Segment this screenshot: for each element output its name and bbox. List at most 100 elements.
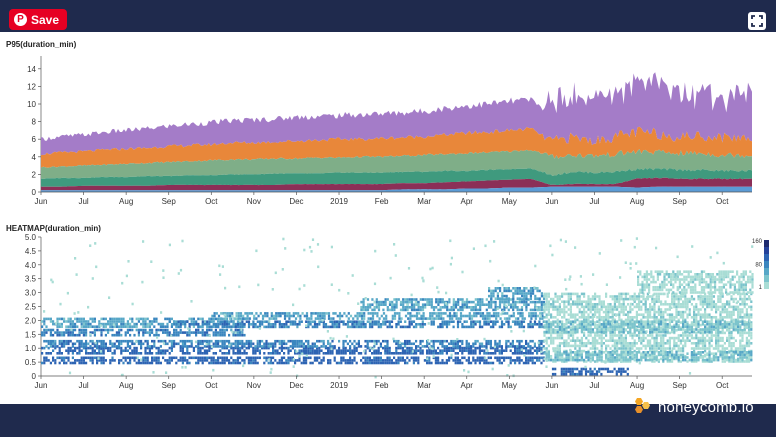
heatmap-cell: [547, 308, 550, 311]
heatmap-cell: [578, 310, 581, 314]
heatmap-cell: [675, 305, 678, 309]
heatmap-cell: [624, 328, 627, 331]
heatmap-cell: [587, 313, 590, 316]
heatmap-cell: [572, 336, 575, 340]
heatmap-cell: [221, 333, 224, 337]
heatmap-cell: [741, 329, 744, 332]
heatmap-cell: [576, 344, 579, 348]
heatmap-cell: [591, 372, 594, 376]
heatmap-cell: [452, 320, 455, 323]
heatmap-cell: [689, 275, 692, 279]
heatmap-cell: [432, 339, 435, 343]
heatmap-cell: [272, 361, 275, 365]
heatmap-cell: [540, 303, 543, 306]
heatmap-cell: [428, 349, 431, 352]
heatmap-cell: [151, 331, 154, 334]
heatmap-cell: [309, 361, 312, 365]
heatmap-cell: [567, 344, 570, 348]
heatmap-cell: [190, 342, 193, 346]
heatmap-cell: [239, 352, 242, 355]
heatmap-cell: [543, 325, 546, 329]
heatmap-cell: [451, 317, 454, 320]
heatmap-cell: [642, 323, 645, 327]
heatmap-cell: [609, 320, 612, 323]
heatmap-cell: [732, 308, 735, 311]
heatmap-cell: [576, 292, 579, 296]
heatmap-cell: [554, 305, 557, 309]
heatmap-cell: [523, 317, 526, 320]
heatmap-cell: [78, 359, 81, 362]
heatmap-cell: [514, 349, 517, 352]
heatmap-cell: [653, 336, 656, 340]
heatmap-cell: [203, 320, 206, 323]
heatmap-cell: [377, 320, 380, 323]
heatmap-cell: [283, 356, 286, 360]
heatmap-cell: [558, 344, 561, 348]
heatmap-cell: [437, 352, 440, 355]
heatmap-cell: [605, 325, 608, 329]
heatmap-cell: [474, 323, 477, 326]
heatmap-cell: [311, 325, 314, 329]
p95-x-tick-label: May: [502, 197, 517, 206]
heatmap-cell: [554, 295, 557, 298]
heatmap-cell: [620, 308, 623, 311]
heatmap-cell: [732, 357, 735, 361]
heatmap-cell: [49, 361, 52, 365]
heatmap-cell: [635, 316, 638, 319]
heatmap-cell: [745, 297, 748, 301]
heatmap-cell: [701, 336, 704, 340]
heatmap-cell: [43, 339, 46, 343]
heatmap-cell: [631, 344, 634, 348]
heatmap-cell: [534, 317, 537, 320]
heatmap-cell: [71, 333, 74, 337]
heatmap-cell: [71, 325, 74, 328]
heatmap-cell: [525, 292, 528, 295]
heatmap-cell: [717, 318, 720, 322]
heatmap-cell: [580, 305, 583, 309]
heatmap-cell: [565, 326, 568, 329]
heatmap-cell: [69, 331, 72, 334]
heatmap-cell: [708, 347, 711, 350]
heatmap-cell: [296, 359, 299, 362]
fullscreen-icon[interactable]: [748, 12, 766, 30]
heatmap-cell: [78, 331, 81, 334]
heatmap-cell: [598, 334, 601, 337]
heatmap-cell: [611, 305, 614, 309]
heatmap-cell: [616, 323, 619, 326]
heatmap-cell: [607, 320, 610, 323]
heatmap-cell: [446, 314, 449, 318]
heatmap-cell: [58, 349, 61, 352]
heatmap-cell: [661, 286, 664, 289]
heatmap-cell: [168, 346, 171, 350]
heatmap-cell: [657, 347, 660, 350]
heatmap-cell: [71, 320, 74, 323]
heatmap-cell: [366, 339, 369, 343]
heatmap-cell: [133, 342, 136, 346]
heatmap-cell: [613, 367, 616, 371]
heatmap-cell: [725, 270, 728, 273]
heatmap-cell: [239, 317, 242, 321]
heatmap-cell: [591, 308, 594, 311]
heatmap-cell: [362, 308, 365, 312]
heatmap-cell: [450, 339, 453, 343]
save-label: Save: [31, 12, 60, 27]
heatmap-cell: [655, 318, 658, 322]
heatmap-cell: [340, 356, 343, 360]
heatmap-cell: [234, 328, 237, 332]
pinterest-save-button[interactable]: P Save: [9, 9, 68, 30]
heatmap-cell: [600, 303, 603, 306]
heatmap-cell: [422, 312, 425, 315]
heatmap-cell: [749, 275, 752, 279]
heatmap-cell: [716, 278, 719, 281]
heatmap-cell: [215, 312, 218, 315]
heatmap-cell: [426, 298, 429, 301]
heatmap-cell: [688, 313, 691, 316]
heatmap-cell: [653, 297, 656, 301]
heatmap-cell: [144, 339, 147, 343]
heatmap-cell: [305, 312, 309, 315]
heatmap-cell: [223, 342, 226, 346]
heatmap-cell: [461, 306, 464, 309]
heatmap-cell: [538, 349, 541, 352]
heatmap-cell: [254, 356, 257, 360]
heatmap-cell: [641, 280, 644, 284]
